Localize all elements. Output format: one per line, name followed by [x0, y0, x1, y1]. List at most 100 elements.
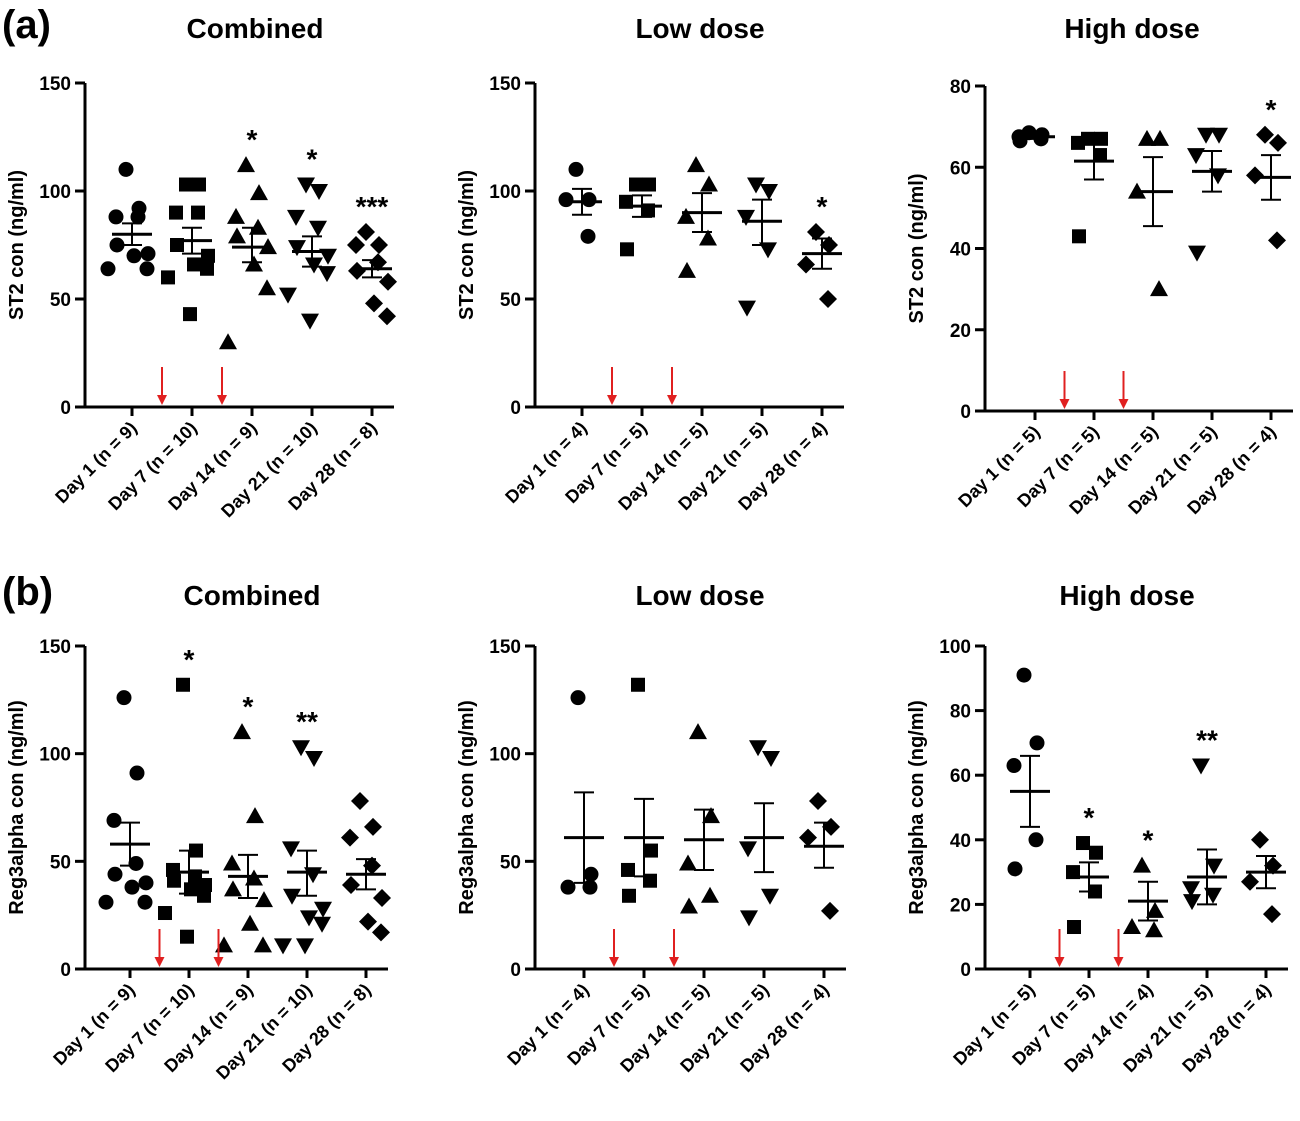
data-point	[1029, 735, 1045, 751]
y-tick-label: 0	[60, 398, 71, 419]
significance-marker: *	[184, 644, 195, 675]
data-point	[370, 236, 388, 254]
data-point	[760, 184, 778, 200]
data-point	[570, 690, 586, 706]
data-point	[365, 294, 383, 313]
data-point	[167, 873, 181, 888]
dosing-arrow-head	[667, 395, 677, 405]
data-point	[300, 910, 318, 927]
y-tick-label: 100	[39, 182, 71, 203]
data-point	[740, 910, 758, 927]
data-point	[197, 888, 211, 903]
data-point	[583, 866, 599, 882]
data-point	[363, 856, 381, 875]
data-point	[739, 841, 757, 858]
data-point	[642, 177, 656, 192]
data-point	[109, 237, 125, 253]
data-point	[631, 677, 645, 692]
data-point	[187, 257, 201, 272]
data-point	[1150, 280, 1168, 297]
chart-title: Low dose	[635, 13, 764, 44]
data-point	[305, 750, 323, 767]
data-point	[314, 901, 332, 918]
significance-marker: *	[247, 124, 258, 155]
data-point	[679, 854, 697, 871]
data-point	[108, 209, 124, 225]
data-point	[128, 855, 144, 871]
significance-marker: *	[817, 191, 828, 222]
data-point	[809, 792, 827, 811]
data-point	[100, 261, 116, 277]
data-point	[797, 255, 815, 274]
data-point	[296, 938, 314, 955]
data-point	[622, 888, 636, 903]
data-point	[180, 929, 194, 944]
data-point	[201, 248, 215, 263]
data-point	[1187, 148, 1205, 165]
data-point	[1151, 129, 1169, 146]
data-point	[118, 161, 134, 177]
data-point	[1028, 832, 1044, 848]
panel-label-b: (b)	[2, 570, 53, 614]
dosing-arrow-head	[154, 957, 165, 967]
data-point	[130, 209, 146, 225]
dosing-arrow-head	[1059, 399, 1070, 409]
data-point	[581, 192, 597, 208]
dosing-arrow-head	[1118, 399, 1129, 409]
data-point	[158, 906, 172, 921]
dosing-arrow-head	[609, 957, 619, 967]
data-point	[373, 888, 391, 907]
data-point	[255, 891, 273, 908]
panel-label-a: (a)	[2, 3, 51, 47]
data-point	[762, 750, 780, 767]
data-point	[560, 879, 576, 895]
data-point	[292, 740, 310, 757]
y-tick-label: 150	[39, 74, 71, 95]
data-point	[629, 177, 643, 192]
y-axis-title: Reg3alpha con (ng/ml)	[6, 700, 28, 914]
data-point	[738, 300, 756, 317]
data-point	[1204, 887, 1222, 904]
data-point	[237, 156, 255, 173]
y-tick-label: 100	[939, 637, 971, 658]
data-point	[274, 938, 292, 955]
data-point	[1016, 667, 1032, 683]
data-point	[161, 270, 175, 285]
y-tick-label: 0	[510, 398, 521, 419]
significance-marker: **	[296, 706, 318, 737]
data-point	[351, 792, 369, 811]
data-point	[1256, 125, 1274, 144]
data-point	[644, 843, 658, 858]
significance-marker: *	[243, 691, 254, 722]
data-point	[1089, 845, 1103, 860]
chart-title: Combined	[184, 580, 321, 611]
y-tick-label: 80	[950, 702, 971, 723]
data-point	[283, 888, 301, 905]
data-point	[183, 307, 197, 322]
dosing-arrow-head	[669, 957, 679, 967]
data-point	[359, 912, 377, 931]
y-tick-label: 50	[500, 290, 521, 311]
data-point	[139, 261, 155, 277]
y-tick-label: 20	[950, 895, 971, 916]
y-axis-title: ST2 con (ng/ml)	[6, 170, 28, 320]
dosing-arrow-head	[1113, 957, 1124, 967]
data-point	[699, 229, 717, 246]
y-axis-title: Reg3alpha con (ng/ml)	[906, 700, 928, 914]
y-tick-label: 50	[50, 852, 71, 873]
data-point	[364, 817, 382, 836]
significance-marker: **	[1196, 725, 1218, 756]
y-tick-label: 0	[60, 960, 71, 981]
data-point	[799, 828, 817, 847]
data-point	[1188, 245, 1206, 262]
chart-title: High dose	[1064, 13, 1199, 44]
y-tick-label: 150	[39, 637, 71, 658]
data-point	[169, 205, 183, 220]
data-point	[282, 841, 300, 858]
y-tick-label: 100	[39, 745, 71, 766]
data-point	[219, 333, 237, 350]
